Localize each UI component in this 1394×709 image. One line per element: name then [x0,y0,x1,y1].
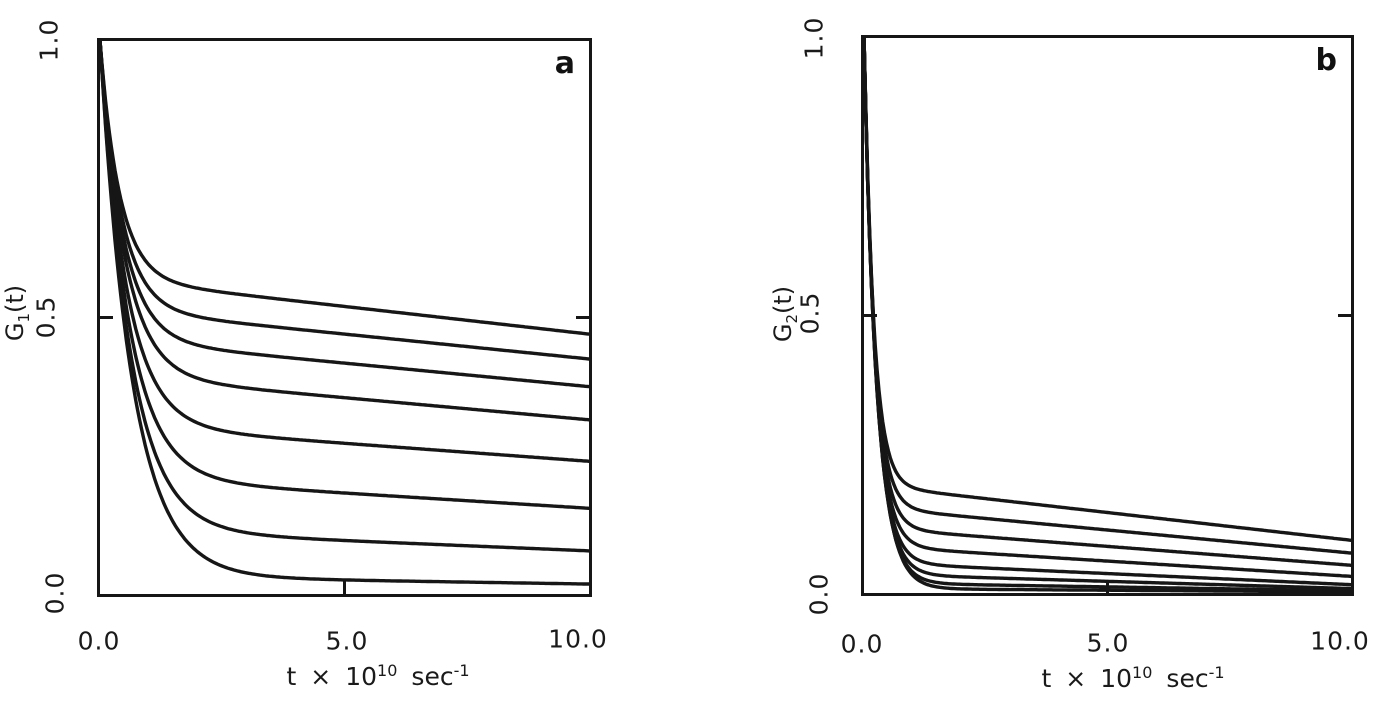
panel-a-curves [100,41,589,586]
panel-b-corner-label: b [1315,43,1337,78]
panel-b-ytick-1.0: 1.0 [799,16,829,60]
panel-a-ytick-0.0: 0.0 [40,571,70,615]
panel-a-xtick-5.0: 5.0 [325,626,369,656]
panel-a-xlabel-unit-exponent: -1 [453,660,470,680]
panel-a-xtick-mark [343,581,346,594]
panel-a-x-axis-label: t × 1010 sec-1 [286,661,469,691]
a-curve-7 [100,41,589,553]
panel-b-x-axis-label: t × 1010 sec-1 [1041,663,1224,693]
panel-b-plot-box: b [861,35,1354,596]
panel-a-ytick-1.0: 1.0 [34,18,64,62]
panel-b-curves [864,38,1351,593]
panel-a-ytick-mark-right [576,316,589,319]
a-curve-5 [100,41,589,463]
b-curve-7 [864,38,1351,593]
panel-a-ylabel-rest: (t) [1,284,30,313]
b-curve-4 [864,38,1351,579]
panel-a-xlabel-exponent: 10 [377,660,398,680]
panel-b-ytick-mark-right [1338,314,1351,317]
b-curve-5 [864,38,1351,587]
b-curve-6 [864,38,1351,591]
panel-a-y-axis-label: G1(t) [1,285,33,341]
panel-b-ytick-mark-left [864,314,877,317]
panel-a-plot-box: a [97,38,592,597]
panel-a-corner-label: a [554,46,575,81]
a-curve-6 [100,41,589,510]
a-curve-8 [100,41,589,586]
panel-b-xtick-mark [1106,580,1109,593]
b-curve-1 [864,38,1351,542]
panel-b-xlabel-var: t [1041,664,1052,694]
panel-b-ytick-0.0: 0.0 [804,572,834,616]
b-curve-2 [864,38,1351,555]
panel-b-ylabel-sub: 2 [782,313,801,324]
panel-b-ylabel-base: G [769,323,798,343]
b-curve-3 [864,38,1351,567]
panel-a-xlabel-var: t [286,662,297,692]
panel-b-xlabel-mantissa: 10 [1100,664,1133,694]
a-curve-4 [100,41,589,422]
b-curve-8 [864,38,1351,593]
panel-a-xlabel-mantissa: 10 [345,662,378,692]
a-curve-2 [100,41,589,361]
panel-a-ylabel-base: G [1,322,30,342]
panel-a-ytick-mark-left [100,316,113,319]
panel-b-xtick-0.0: 0.0 [840,629,884,659]
panel-a-xtick-0.0: 0.0 [77,626,121,656]
panel-a-xtick-10.0: 10.0 [548,624,608,654]
panel-a-ylabel-sub: 1 [14,312,33,323]
a-curve-3 [100,41,589,389]
panel-b-xlabel-unit-exponent: -1 [1208,662,1225,682]
panel-b-y-axis-label: G2(t) [769,286,801,342]
a-curve-1 [100,41,589,336]
panel-b-xtick-5.0: 5.0 [1086,628,1130,658]
panel-b-xtick-10.0: 10.0 [1310,626,1370,656]
panel-b-xlabel-unit: sec [1166,664,1209,694]
panel-a-xlabel-unit: sec [411,662,454,692]
panel-b-xlabel-exponent: 10 [1132,662,1153,682]
panel-b-ylabel-rest: (t) [769,285,798,314]
panel-b-xlabel-times: × [1065,664,1087,694]
panel-a-xlabel-times: × [310,662,332,692]
panel-a-ytick-0.5: 0.5 [31,295,61,339]
